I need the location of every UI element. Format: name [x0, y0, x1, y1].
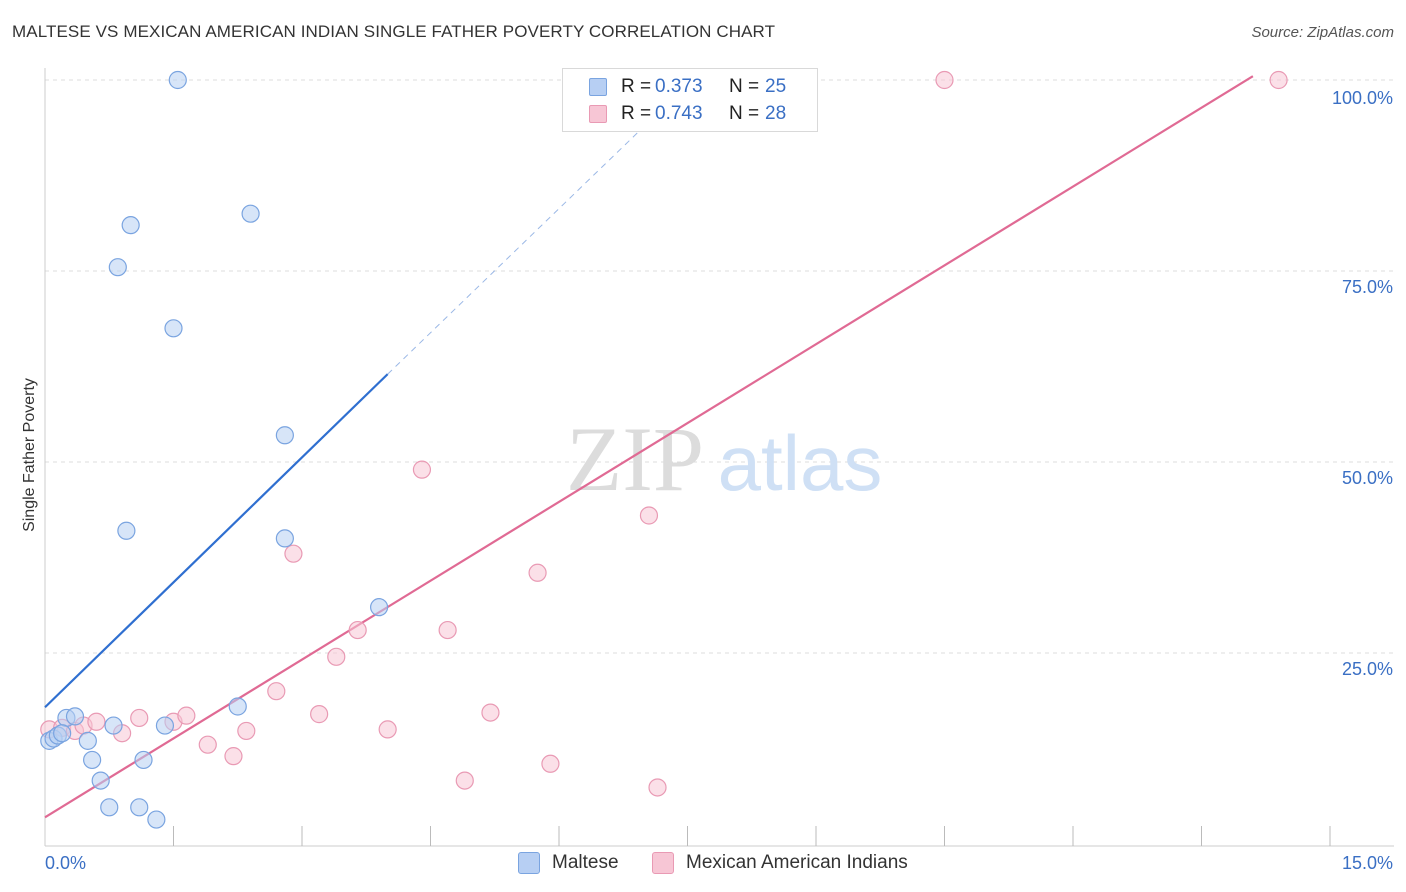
- maltese-point: [83, 750, 102, 770]
- axes: 25.0% 50.0% 75.0% 100.0% 0.0% 15.0%: [44, 68, 1394, 873]
- r-label: R =: [621, 76, 652, 97]
- mexican-point: [481, 703, 500, 722]
- x-tick-label: 15.0%: [1342, 853, 1393, 873]
- legend-item-mexican[interactable]: Mexican American Indians: [652, 852, 908, 874]
- maltese-point: [65, 707, 85, 726]
- mexican-point: [639, 506, 659, 525]
- r-value: 0.373: [655, 76, 703, 97]
- mexican-trend-line: [44, 75, 1254, 819]
- y-axis-label: Single Father Poverty: [21, 378, 38, 532]
- n-value: 25: [765, 76, 787, 97]
- watermark: ZIP atlas: [566, 408, 882, 510]
- mexican-point: [935, 70, 954, 90]
- maltese-point: [155, 716, 175, 735]
- maltese-point: [130, 798, 149, 817]
- maltese-point: [78, 731, 97, 750]
- mexican-point: [327, 647, 346, 666]
- mexican-point: [455, 771, 474, 790]
- mexican-point: [541, 754, 560, 773]
- mexican-point: [87, 712, 106, 731]
- maltese-point: [100, 798, 119, 817]
- maltese-point: [91, 771, 110, 790]
- mexican-point: [284, 544, 303, 563]
- mexican-point: [224, 747, 243, 766]
- correlation-legend: R = 0.373 N = 25 R = 0.743 N = 28: [562, 68, 818, 132]
- maltese-point: [121, 216, 140, 235]
- maltese-point: [228, 697, 247, 716]
- mexican-point: [412, 460, 432, 479]
- maltese-point: [104, 716, 123, 735]
- maltese-point: [53, 724, 72, 743]
- n-label: N =: [729, 103, 760, 124]
- mexican-point: [348, 620, 367, 640]
- legend-label-maltese: Maltese: [552, 852, 619, 873]
- legend-item-maltese[interactable]: Maltese: [518, 852, 619, 874]
- mexican-point: [310, 705, 329, 724]
- trend-lines: [44, 75, 1254, 819]
- maltese-point: [117, 521, 136, 540]
- mexican-point: [130, 708, 149, 728]
- mexican-point: [528, 563, 547, 582]
- legend-row-maltese: R = 0.373 N = 25: [589, 75, 786, 99]
- maltese-point: [147, 810, 166, 829]
- watermark-zip: ZIP: [566, 408, 704, 510]
- mexican-point: [198, 735, 217, 754]
- n-label: N =: [729, 76, 760, 97]
- mexican-swatch: [589, 105, 607, 123]
- mexican-point: [1269, 70, 1288, 90]
- y-tick-label: 100.0%: [1332, 88, 1393, 108]
- y-tick-label: 75.0%: [1342, 277, 1393, 297]
- mexican-point: [237, 721, 256, 741]
- data-points: [40, 70, 1288, 829]
- maltese-point: [108, 258, 127, 277]
- y-tick-label: 25.0%: [1342, 659, 1393, 679]
- legend-row-mexican: R = 0.743 N = 28: [589, 102, 786, 126]
- source-label: Source: ZipAtlas.com: [1251, 24, 1394, 41]
- legend-label-mexican: Mexican American Indians: [686, 852, 908, 873]
- mexican-point: [648, 778, 667, 797]
- mexican-point: [378, 720, 397, 739]
- maltese-point: [168, 70, 187, 90]
- mexican-point: [438, 620, 457, 640]
- maltese-point: [134, 750, 153, 770]
- maltese-point: [370, 598, 389, 617]
- n-value: 28: [765, 103, 787, 124]
- maltese-trend-line: [44, 373, 389, 709]
- chart-title: MALTESE VS MEXICAN AMERICAN INDIAN SINGL…: [12, 22, 776, 41]
- series-legend: Maltese Mexican American Indians: [0, 852, 1406, 878]
- r-value: 0.743: [655, 103, 703, 124]
- maltese-point: [164, 319, 183, 338]
- mexican-swatch: [652, 852, 674, 874]
- r-label: R =: [621, 103, 652, 124]
- mexican-point: [267, 682, 286, 701]
- gridlines: [45, 79, 1394, 654]
- maltese-point: [241, 204, 260, 223]
- maltese-swatch: [589, 78, 607, 96]
- mexican-point: [177, 706, 196, 725]
- y-tick-label: 50.0%: [1342, 468, 1393, 488]
- x-tick-label: 0.0%: [45, 853, 86, 873]
- watermark-atlas: atlas: [718, 419, 883, 507]
- maltese-point: [275, 529, 294, 548]
- maltese-swatch: [518, 852, 540, 874]
- maltese-point: [275, 426, 294, 445]
